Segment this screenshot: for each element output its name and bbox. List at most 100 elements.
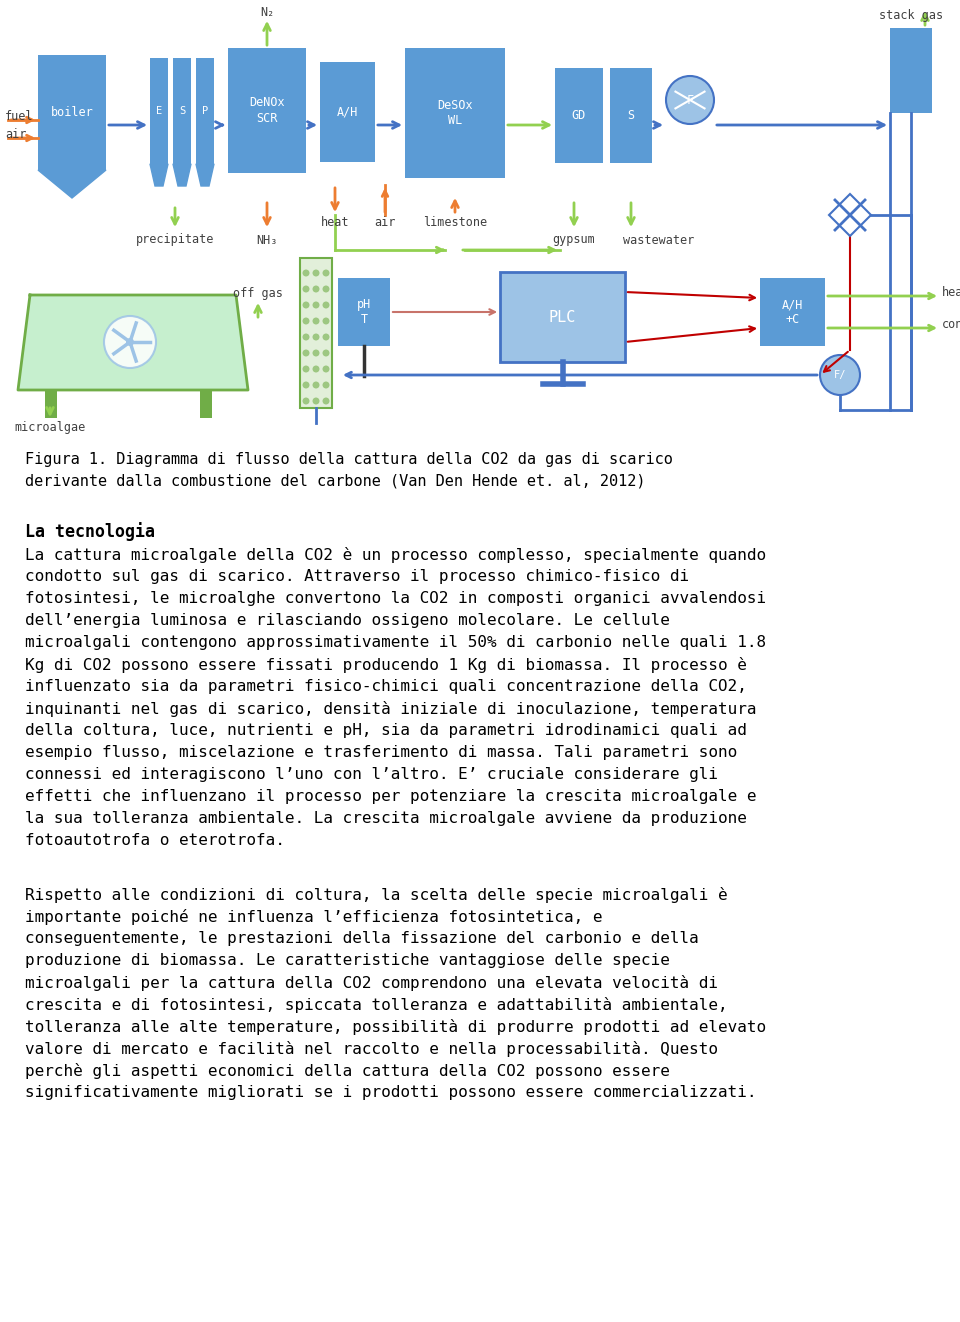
Polygon shape [196, 164, 214, 186]
Text: La cattura microalgale della CO2 è un processo complesso, specialmente quando: La cattura microalgale della CO2 è un pr… [25, 547, 766, 563]
Text: microalgae: microalgae [14, 422, 85, 435]
Bar [173, 58, 191, 164]
Text: F: F [686, 94, 693, 107]
Circle shape [323, 270, 329, 276]
Text: PLC: PLC [549, 309, 576, 324]
Bar [196, 58, 214, 164]
Bar [610, 67, 652, 163]
Text: boiler: boiler [51, 106, 93, 119]
Bar [45, 390, 57, 418]
Circle shape [313, 349, 320, 357]
Bar [200, 390, 212, 418]
Circle shape [302, 333, 309, 341]
Text: DeNOx
SCR: DeNOx SCR [250, 97, 285, 124]
Text: heat: heat [942, 287, 960, 300]
Text: A/H: A/H [337, 106, 358, 119]
Bar [555, 67, 603, 163]
Text: condensate: condensate [942, 319, 960, 332]
Circle shape [302, 317, 309, 324]
Text: derivante dalla combustione del carbone (Van Den Hende et. al, 2012): derivante dalla combustione del carbone … [25, 473, 645, 488]
Text: E: E [156, 106, 162, 116]
Bar [150, 58, 168, 164]
Polygon shape [173, 164, 191, 186]
Polygon shape [38, 171, 106, 198]
Text: la sua tolleranza ambientale. La crescita microalgale avviene da produzione: la sua tolleranza ambientale. La crescit… [25, 810, 747, 826]
Circle shape [313, 286, 320, 292]
Circle shape [313, 365, 320, 373]
Text: inquinanti nel gas di scarico, densità iniziale di inoculazione, temperatura: inquinanti nel gas di scarico, densità i… [25, 701, 756, 717]
Text: S: S [179, 106, 185, 116]
Circle shape [323, 349, 329, 357]
Text: fotoautotrofa o eterotrofa.: fotoautotrofa o eterotrofa. [25, 833, 285, 847]
Text: Figura 1. Diagramma di flusso della cattura della CO2 da gas di scarico: Figura 1. Diagramma di flusso della catt… [25, 452, 673, 467]
Text: fotosintesi, le microalghe convertono la CO2 in composti organici avvalendosi: fotosintesi, le microalghe convertono la… [25, 591, 766, 605]
Text: GD: GD [572, 108, 587, 122]
Polygon shape [150, 164, 168, 186]
Text: La tecnologia: La tecnologia [25, 522, 155, 541]
Text: wastewater: wastewater [623, 234, 695, 246]
Text: Kg di CO2 possono essere fissati producendo 1 Kg di biomassa. Il processo è: Kg di CO2 possono essere fissati produce… [25, 657, 747, 673]
Text: esempio flusso, miscelazione e trasferimento di massa. Tali parametri sono: esempio flusso, miscelazione e trasferim… [25, 746, 737, 760]
Text: air: air [374, 215, 396, 229]
Text: A/H
+C: A/H +C [781, 297, 804, 327]
Text: influenzato sia da parametri fisico-chimici quali concentrazione della CO2,: influenzato sia da parametri fisico-chim… [25, 680, 747, 694]
Circle shape [323, 333, 329, 341]
Circle shape [302, 365, 309, 373]
Text: Rispetto alle condizioni di coltura, la scelta delle specie microalgali è: Rispetto alle condizioni di coltura, la … [25, 887, 728, 903]
Circle shape [323, 365, 329, 373]
Bar [38, 56, 106, 171]
Text: effetti che influenzano il processo per potenziare la crescita microalgale e: effetti che influenzano il processo per … [25, 789, 756, 804]
Text: produzione di biomassa. Le caratteristiche vantaggiose delle specie: produzione di biomassa. Le caratteristic… [25, 953, 670, 968]
Text: tolleranza alle alte temperature, possibilità di produrre prodotti ad elevato: tolleranza alle alte temperature, possib… [25, 1019, 766, 1035]
Text: air: air [5, 128, 26, 141]
Text: F/: F/ [833, 370, 847, 379]
Circle shape [313, 270, 320, 276]
Circle shape [302, 349, 309, 357]
Circle shape [126, 338, 134, 346]
Text: gypsum: gypsum [553, 234, 595, 246]
Bar [760, 278, 825, 346]
Bar [338, 278, 390, 346]
Circle shape [302, 286, 309, 292]
Text: microalgali per la cattura della CO2 comprendono una elevata velocità di: microalgali per la cattura della CO2 com… [25, 976, 718, 992]
Circle shape [666, 75, 714, 124]
Text: pH
T: pH T [357, 297, 372, 327]
Text: off gas: off gas [233, 287, 283, 300]
Circle shape [302, 270, 309, 276]
Text: crescita e di fotosintesi, spiccata tolleranza e adattabilità ambientale,: crescita e di fotosintesi, spiccata toll… [25, 997, 728, 1013]
Circle shape [313, 333, 320, 341]
Circle shape [323, 301, 329, 308]
Text: microalgali contengono approssimativamente il 50% di carbonio nelle quali 1.8: microalgali contengono approssimativamen… [25, 635, 766, 650]
Bar [228, 48, 306, 173]
Circle shape [323, 398, 329, 405]
Circle shape [313, 398, 320, 405]
Text: precipitate: precipitate [135, 234, 214, 246]
Text: fuel: fuel [5, 111, 34, 123]
Bar [300, 258, 332, 408]
Text: significativamente migliorati se i prodotti possono essere commercializzati.: significativamente migliorati se i prodo… [25, 1085, 756, 1100]
Circle shape [313, 317, 320, 324]
Text: perchè gli aspetti economici della cattura della CO2 possono essere: perchè gli aspetti economici della cattu… [25, 1063, 670, 1079]
Text: P: P [202, 106, 208, 116]
Text: importante poiché ne influenza l’efficienza fotosintetica, e: importante poiché ne influenza l’efficie… [25, 910, 603, 925]
Circle shape [302, 398, 309, 405]
Circle shape [820, 356, 860, 395]
Bar [405, 48, 505, 178]
Circle shape [323, 317, 329, 324]
Circle shape [323, 382, 329, 389]
Text: dell’energia luminosa e rilasciando ossigeno molecolare. Le cellule: dell’energia luminosa e rilasciando ossi… [25, 613, 670, 628]
Text: connessi ed interagiscono l’uno con l’altro. E’ cruciale considerare gli: connessi ed interagiscono l’uno con l’al… [25, 767, 718, 783]
Text: valore di mercato e facilità nel raccolto e nella processabilità. Questo: valore di mercato e facilità nel raccolt… [25, 1040, 718, 1058]
Text: stack gas: stack gas [879, 8, 943, 21]
Circle shape [313, 301, 320, 308]
Circle shape [313, 382, 320, 389]
Text: della coltura, luce, nutrienti e pH, sia da parametri idrodinamici quali ad: della coltura, luce, nutrienti e pH, sia… [25, 723, 747, 738]
Bar [500, 272, 625, 362]
Polygon shape [18, 295, 248, 390]
Text: condotto sul gas di scarico. Attraverso il processo chimico-fisico di: condotto sul gas di scarico. Attraverso … [25, 568, 689, 584]
Bar [890, 28, 932, 112]
Text: N₂: N₂ [260, 5, 275, 19]
Text: limestone: limestone [423, 215, 487, 229]
Bar [320, 62, 375, 163]
Text: conseguentemente, le prestazioni della fissazione del carbonio e della: conseguentemente, le prestazioni della f… [25, 931, 699, 947]
